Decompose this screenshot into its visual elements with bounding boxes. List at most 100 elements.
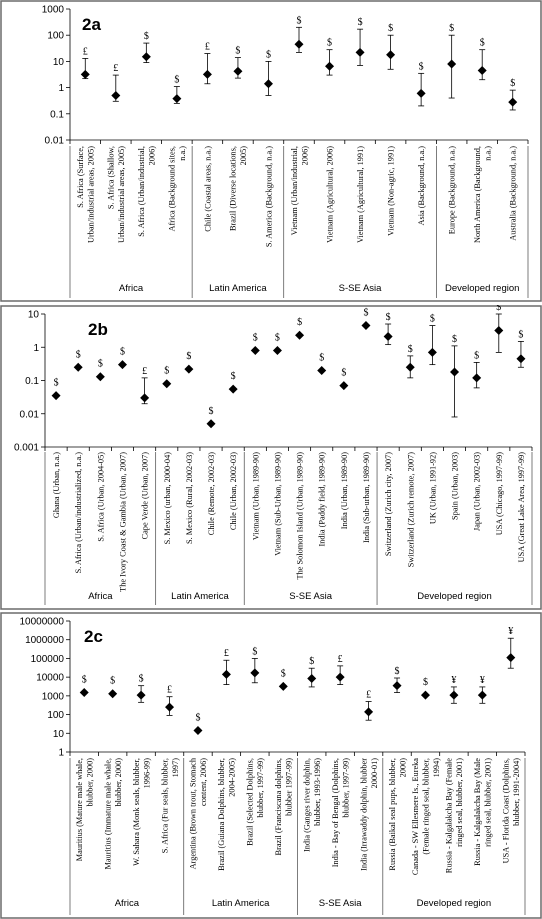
x-tick-label-line: S. Africa (Urban/industrial, — [137, 146, 146, 237]
y-tick-label: 0.1 — [25, 376, 39, 387]
x-tick-label: Brazil (Diverse locations, 2005) — [229, 146, 249, 231]
y-tick-label: 0.001 — [14, 443, 39, 454]
x-tick-label-line: Switzerland (Zurich city, 2007) — [384, 452, 393, 556]
y-tick-label: 1 — [58, 748, 64, 759]
chart-panel-2c: 1 10 100 1000 10000 100000 1000000 10000000 Maur… — [0, 612, 542, 919]
x-tick-label: Switzerland (Zurich remote, 2007) — [406, 452, 415, 567]
x-tick-label: S. Africa (Fur seals, blubber, 1997) — [160, 758, 180, 854]
y-tick-label: 10 — [28, 310, 40, 321]
data-point — [317, 365, 327, 375]
x-tick-label: Cape Verde (Urban, 2007) — [141, 452, 150, 540]
x-tick-label: India - Bay of Bengal (Dolphins, blubber,… — [331, 758, 351, 867]
data-point — [416, 88, 426, 98]
x-tick-label-line: 2000) — [398, 758, 407, 778]
x-tick-label-line: S. Africa (Urban, 2004-05) — [96, 452, 105, 542]
x-tick-label: Chile (Urban, 2002-03) — [229, 452, 238, 530]
data-point — [494, 325, 504, 335]
x-tick-label-line: Russia - Kalgalakcha Bay (Male — [473, 758, 482, 866]
x-tick-label: Brazil (Guiana Dolphins, blubber, 2004-20… — [217, 758, 237, 871]
significance-symbol: $ — [174, 75, 179, 86]
x-tick-label-line: S. Mexico (Rural, 2002-03) — [185, 452, 194, 544]
x-tick-label-line: S. Africa (Surface, — [76, 146, 85, 208]
x-tick-label: Vietnam (Non-agric, 1991) — [387, 146, 396, 236]
x-tick-label-line: 2004-2005) — [228, 758, 237, 797]
significance-symbol: $ — [281, 668, 286, 679]
x-tick-label-line: 2006) — [300, 146, 309, 166]
data-point — [228, 384, 238, 394]
y-tick-label: 0.01 — [20, 409, 40, 420]
data-point — [339, 381, 349, 391]
panel-frame — [0, 0, 542, 302]
panel-title: 2a — [82, 15, 101, 34]
x-tick-label-line: Mauritius (Mature male whale, — [75, 758, 84, 861]
significance-symbol: $ — [388, 23, 393, 34]
data-point — [111, 90, 121, 100]
x-tick-label-line: S. Africa (Shallow, — [107, 146, 116, 209]
x-tick-label-line: Vietnam (Sub-Urban, 1989-90) — [273, 452, 282, 556]
x-tick-label: Argentina (Brown trout, Stomach content, … — [189, 757, 209, 869]
x-tick-label-line: Europe (Background, n.a.) — [448, 146, 457, 234]
data-point — [250, 345, 260, 355]
x-tick-label: Mauritius (Mature male whale, blubber, 20… — [75, 758, 95, 861]
x-tick-label-line: Australia (Background, n.a.) — [509, 146, 518, 241]
significance-symbol: ¥ — [508, 626, 513, 637]
significance-symbol: $ — [253, 332, 258, 343]
x-tick-label-line: Brazil (Diverse locations, — [229, 146, 238, 231]
x-tick-label-line: 2005) — [239, 146, 248, 166]
significance-symbol: $ — [76, 349, 81, 360]
x-tick-label: Australia (Background, n.a.) — [509, 146, 518, 241]
x-tick-label: Europe (Background, n.a.) — [448, 146, 457, 234]
y-tick-label: 1000000 — [25, 635, 64, 646]
y-tick-label: 1 — [33, 343, 39, 354]
x-tick-label-line: blubber, 1997-99) — [341, 758, 350, 818]
significance-symbol: $ — [54, 378, 59, 389]
significance-symbol: $ — [449, 23, 454, 34]
chart-panel-2a: 0.01 0.1 1 10 100 1000 S. Africa (Surface, Urba… — [0, 0, 542, 302]
y-tick-label: 100000 — [31, 654, 65, 665]
significance-symbol: $ — [309, 656, 314, 667]
x-tick-label-line: blubber 1997-99) — [285, 758, 294, 816]
data-point — [361, 321, 371, 331]
x-tick-label-line: Brazil (Guiana Dolphins, blubber, — [217, 758, 226, 871]
panel-frame — [0, 612, 542, 919]
data-point — [141, 52, 151, 62]
significance-symbol: $ — [341, 368, 346, 379]
y-tick-label: 0.01 — [45, 136, 65, 147]
x-tick-label: India (Urban, 1989-90) — [340, 452, 349, 529]
data-point — [355, 47, 365, 57]
significance-symbol: $ — [195, 713, 200, 724]
x-tick-label: The Ivory Coast & Gambia (Urban, 2007) — [118, 452, 127, 592]
group-label: Developed region — [417, 591, 491, 602]
y-tick-label: 0.1 — [50, 109, 64, 120]
significance-symbol: £ — [224, 648, 229, 659]
data-point — [51, 391, 61, 401]
x-tick-label-line: n.a.) — [178, 146, 187, 161]
significance-symbol: $ — [297, 317, 302, 328]
x-tick-label-line: Brazil (Selected Dolphins, — [246, 758, 255, 846]
x-tick-label-line: Japan (Urban, 2002-03) — [473, 452, 482, 531]
data-point — [233, 66, 243, 76]
data-point — [450, 367, 460, 377]
x-tick-label-line: India (Ganges river dolphin, — [302, 758, 311, 852]
group-label: Africa — [119, 283, 144, 294]
significance-symbol: $ — [358, 17, 363, 28]
x-tick-label-line: Vietnam (Urban/industrial, — [290, 146, 299, 235]
data-point — [420, 690, 430, 700]
x-tick-label: USA - Florida Coast (Dolphins, blubber, 1… — [502, 758, 522, 864]
x-tick-label: Russia (Baikal seal pups, blubber, 2000) — [388, 758, 408, 871]
x-tick-label-line: Asia (Background, n.a.) — [417, 146, 426, 226]
group-label: Latin America — [209, 283, 267, 294]
significance-symbol: $ — [386, 312, 391, 323]
x-tick-label: Africa (Background sites, n.a.) — [168, 146, 188, 232]
significance-symbol: $ — [252, 646, 257, 657]
x-tick-label-line: 2000-01) — [370, 758, 379, 789]
x-tick-label: USA (Chicago, 1997-99) — [495, 452, 504, 535]
x-tick-label-line: USA (Great Lake Area, 1997-99) — [517, 452, 526, 563]
significance-symbol: $ — [518, 329, 523, 340]
x-tick-label-line: Urban/industrial areas, 2005) — [117, 146, 126, 243]
x-tick-label-line: blubber, 2000) — [85, 758, 94, 807]
data-point — [193, 726, 203, 736]
x-tick-label: India (Irrawaddy dolphin, blubber 2000-01… — [359, 758, 379, 871]
data-point — [172, 94, 182, 104]
